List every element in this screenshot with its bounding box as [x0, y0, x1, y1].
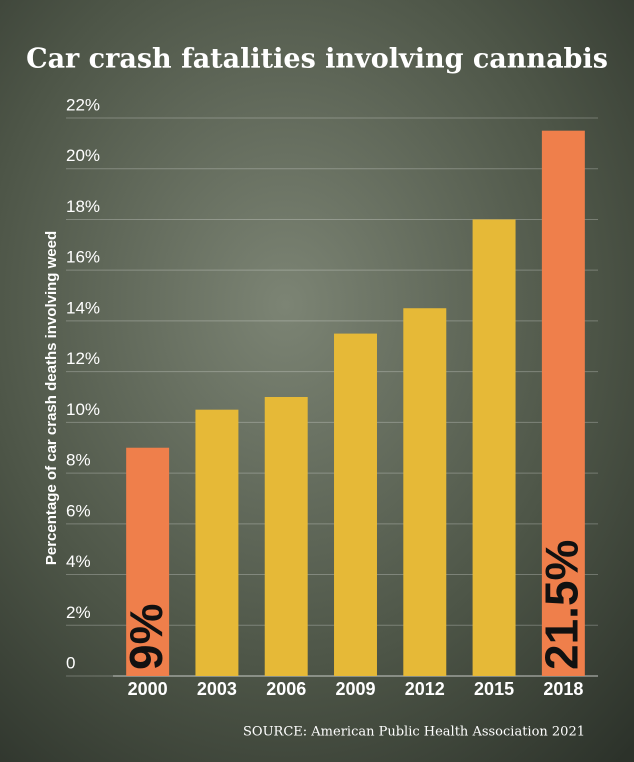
- y-tick-label: 20%: [66, 146, 100, 165]
- y-tick-label: 14%: [66, 298, 100, 317]
- y-tick-label: 6%: [66, 501, 91, 520]
- chart-title: Car crash fatalities involving cannabis: [26, 44, 608, 75]
- y-tick-label: 4%: [66, 552, 91, 571]
- y-tick-label: 12%: [66, 349, 100, 368]
- x-tick-label: 2012: [405, 679, 445, 699]
- y-tick-label: 18%: [66, 197, 100, 216]
- x-tick-label: 2009: [335, 679, 375, 699]
- value-label: 21.5%: [536, 540, 588, 670]
- y-tick-label: 10%: [66, 400, 100, 419]
- x-tick-label: 2003: [197, 679, 237, 699]
- x-tick-label: 2015: [474, 679, 514, 699]
- y-tick-label: 22%: [66, 95, 100, 114]
- plot: 0 2% 4% 6% 8% 10% 12% 14% 16% 18% 20% 22% 2000 9% 2003…: [66, 95, 598, 699]
- value-label: 9%: [120, 604, 172, 670]
- bar: [472, 219, 516, 677]
- y-tick-label: 8%: [66, 451, 91, 470]
- source: SOURCE: American Public Health Associati…: [243, 725, 585, 740]
- x-tick-label: 2000: [128, 679, 168, 699]
- y-tick-label: 0: [66, 653, 75, 672]
- bar: [195, 409, 239, 676]
- x-tick-label: 2018: [543, 679, 583, 699]
- bar: [126, 447, 170, 676]
- y-axis-title: Percentage of car crash deaths involving…: [43, 231, 60, 565]
- bar: [403, 308, 447, 676]
- bar: [264, 397, 308, 676]
- y-tick-label: 16%: [66, 248, 100, 267]
- bar: [541, 130, 585, 676]
- bar: [334, 333, 377, 676]
- y-tick-label: 2%: [66, 603, 91, 622]
- x-tick-label: 2006: [266, 679, 306, 699]
